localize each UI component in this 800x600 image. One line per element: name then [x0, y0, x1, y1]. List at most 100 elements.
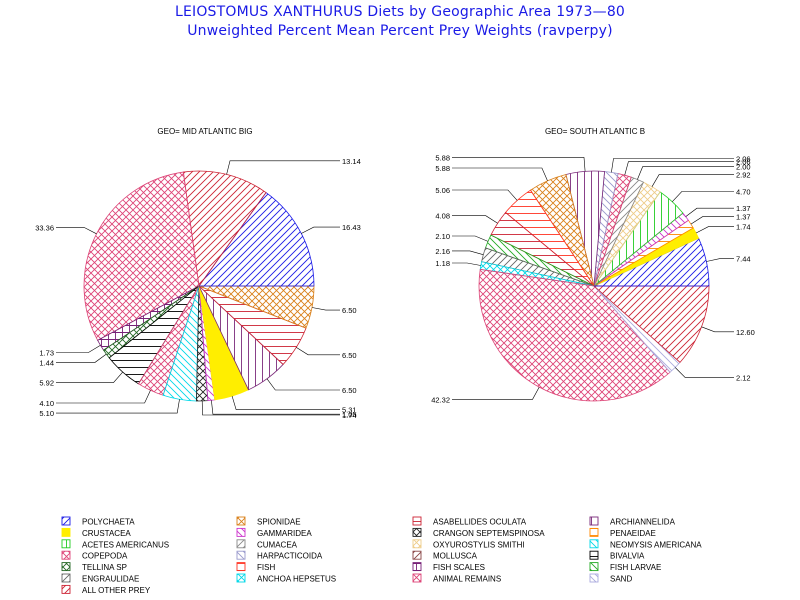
legend-label: ARCHIANNELIDA [610, 518, 676, 527]
leader-line [452, 235, 489, 242]
slice-value-label: 2.06 [736, 158, 751, 167]
leader-line [611, 158, 734, 173]
legend-label: TELLINA SP [82, 563, 127, 572]
legend-label: ANCHOA HEPSETUS [257, 575, 336, 584]
legend-swatch [61, 527, 71, 537]
legend-label: ANIMAL REMAINS [433, 575, 501, 584]
legend-swatch [61, 573, 71, 583]
legend-swatch [61, 584, 71, 594]
legend-item-bivalvia: BIVALVIA [589, 550, 645, 561]
legend-item-spionidae: SPIONIDAE [236, 516, 301, 527]
pie-chart-1: GEO= MID ATLANTIC BIG 16.43 13.14 33.36 1.73… [35, 127, 361, 420]
legend-item-acetes-americanus: ACETES AMERICANUS [61, 539, 169, 549]
leader-line [685, 207, 734, 217]
slice-value-label: 6.50 [342, 351, 357, 360]
slice-value-label: 5.92 [39, 379, 54, 388]
legend-label: SPIONIDAE [257, 518, 301, 527]
legend-swatch [236, 539, 246, 549]
legend-label: MOLLUSCA [433, 552, 478, 561]
legend-item-asabellides-oculata: ASABELLIDES OCULATA [412, 516, 527, 527]
legend-label: ACETES AMERICANUS [82, 540, 169, 549]
leader-line [452, 167, 548, 181]
slice-value-label: 33.36 [35, 223, 54, 232]
legend-item-fish: FISH [236, 562, 275, 572]
legend-swatch [236, 550, 246, 560]
legend-item-crangon-septemspinosa: CRANGON SEPTEMSPINOSA [412, 527, 545, 538]
leader-line [296, 347, 340, 356]
pie-slice-polychaeta [198, 191, 315, 287]
leader-line [56, 227, 97, 235]
legend-item-sand: SAND [589, 573, 632, 584]
legend-swatch [589, 539, 599, 549]
legend-label: SAND [610, 575, 632, 584]
leader-line [311, 307, 340, 311]
slice-value-label: 5.10 [39, 409, 54, 418]
slice-value-label: 1.37 [736, 213, 751, 222]
legend-item-animal-remains: ANIMAL REMAINS [412, 573, 501, 584]
legend-swatch [236, 573, 246, 583]
legend-label: CRUSTACEA [82, 529, 131, 538]
slice-value-label: 1.73 [39, 349, 54, 358]
legend-swatch [61, 516, 71, 526]
legend-swatch [412, 527, 422, 537]
slice-value-label: 1.18 [435, 259, 450, 268]
slice-value-label: 13.14 [342, 157, 361, 166]
legend-label: CUMACEA [257, 540, 298, 549]
legend-item-fish-scales: FISH SCALES [412, 562, 485, 572]
leader-line [690, 216, 734, 225]
slice-value-label: 5.88 [435, 164, 450, 173]
slice-value-label: 4.08 [435, 212, 450, 221]
legend-swatch [412, 562, 422, 572]
legend-swatch [61, 550, 71, 560]
legend-item-fish-larvae: FISH LARVAE [589, 562, 661, 572]
legend-swatch [412, 550, 422, 560]
legend-item-tellina-sp: TELLINA SP [61, 562, 127, 572]
legend-item-archiannelida: ARCHIANNELIDA [589, 516, 676, 527]
leader-line [452, 250, 484, 255]
legend-item-penaeidae: PENAEIDAE [589, 527, 656, 538]
slice-value-label: 2.06 [736, 155, 751, 164]
leader-line [452, 262, 481, 266]
legend-item-polychaeta: POLYCHAETA [61, 516, 135, 527]
slice-value-label: 5.31 [342, 406, 357, 415]
legend-label: FISH [257, 563, 275, 572]
legend-label: COPEPODA [82, 552, 128, 561]
legend-item-harpacticoida: HARPACTICOIDA [236, 550, 323, 561]
legend-item-oxyurostylis-smithi: OXYUROSTYLIS SMITHI [412, 539, 525, 549]
legend-item-mollusca: MOLLUSCA [412, 550, 478, 561]
leader-line [56, 390, 151, 404]
legend-item-all-other-prey: ALL OTHER PREY [61, 584, 151, 595]
legend-swatch [236, 516, 246, 526]
slice-value-label: 42.32 [431, 395, 450, 404]
leader-line [201, 400, 340, 416]
pie-title: GEO= MID ATLANTIC BIG [157, 127, 252, 136]
legend-item-anchoa-hepsetus: ANCHOA HEPSETUS [236, 573, 336, 584]
slice-value-label: 16.43 [342, 223, 361, 232]
slice-value-label: 7.44 [736, 255, 751, 264]
legend-item-copepoda: COPEPODA [61, 550, 128, 561]
leader-line [695, 226, 734, 234]
chart-subtitle: Unweighted Percent Mean Percent Prey Wei… [187, 23, 613, 39]
leader-line [637, 166, 734, 180]
legend-swatch [412, 516, 422, 526]
slice-value-label: 2.00 [736, 163, 751, 172]
legend-label: FISH SCALES [433, 563, 485, 572]
legend-swatch [412, 573, 422, 583]
legend-label: OXYUROSTYLIS SMITHI [433, 540, 525, 549]
slice-value-label: 2.12 [736, 373, 751, 382]
legend-label: PENAEIDAE [610, 529, 656, 538]
legend-label: GAMMARIDEA [257, 529, 312, 538]
legend-swatch [589, 550, 599, 560]
pie-slice-animal-remains [83, 171, 200, 341]
legend-swatch [61, 562, 71, 572]
legend-label: BIVALVIA [610, 552, 645, 561]
leader-line [56, 345, 101, 353]
slice-value-label: 1.44 [39, 358, 54, 367]
slice-value-label: 2.10 [435, 232, 450, 241]
slice-value-label: 4.70 [736, 188, 751, 197]
legend-swatch [589, 562, 599, 572]
leader-line [301, 226, 340, 234]
slice-value-label: 1.74 [342, 411, 357, 420]
legend-swatch [236, 527, 246, 537]
slice-value-label: 2.92 [736, 171, 751, 180]
